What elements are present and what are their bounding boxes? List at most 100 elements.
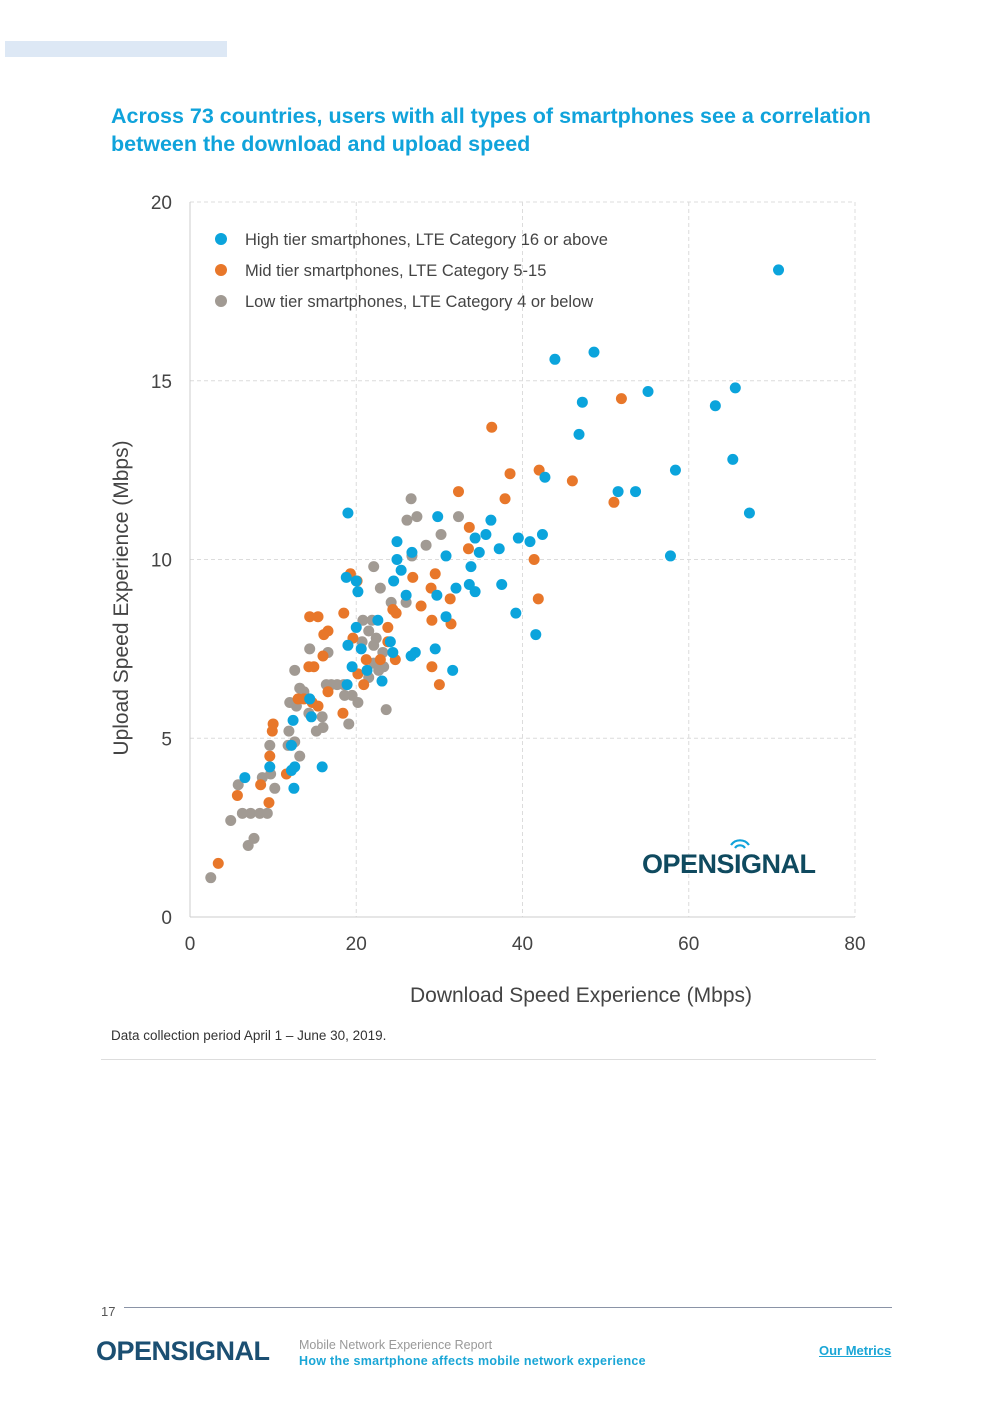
data-point: [352, 697, 364, 708]
data-point: [339, 689, 351, 701]
legend-marker: [215, 264, 227, 276]
data-point: [407, 571, 419, 583]
data-point: [486, 421, 498, 433]
data-point: [391, 554, 403, 565]
data-point: [447, 664, 459, 676]
data-point: [462, 543, 474, 555]
data-point: [405, 493, 417, 505]
y-tick-label: 10: [151, 551, 172, 572]
page-number: 17: [101, 1304, 116, 1319]
wifi-icon: [730, 839, 750, 849]
data-point: [608, 496, 620, 508]
footer-logo: OPENSIGNAL: [96, 1336, 270, 1366]
data-point: [664, 550, 676, 562]
data-point: [360, 654, 372, 666]
data-point: [346, 661, 358, 673]
x-tick-label: 20: [346, 934, 367, 955]
data-point: [485, 514, 497, 526]
divider: [101, 1059, 876, 1060]
data-point: [530, 629, 542, 641]
legend-marker: [215, 233, 227, 245]
data-point: [231, 789, 243, 801]
legend-label: Low tier smartphones, LTE Category 4 or …: [245, 293, 593, 311]
chart-grid: [189, 201, 856, 918]
data-point: [426, 661, 438, 673]
y-tick-label: 5: [161, 729, 172, 750]
data-point: [566, 475, 578, 487]
data-point: [642, 385, 654, 397]
data-point: [480, 528, 492, 540]
data-point: [352, 586, 364, 598]
data-point: [380, 704, 392, 716]
data-point: [493, 543, 505, 555]
data-point: [263, 797, 275, 809]
data-point: [312, 611, 324, 623]
data-point: [450, 582, 462, 594]
data-point: [440, 550, 452, 562]
data-point: [350, 621, 362, 633]
data-point: [406, 546, 418, 558]
data-point: [264, 739, 276, 751]
data-point: [401, 514, 413, 526]
data-point: [239, 772, 251, 784]
x-tick-label: 40: [512, 934, 533, 955]
data-point: [283, 725, 295, 737]
header-bar: [5, 41, 227, 57]
data-point: [316, 711, 328, 723]
data-point: [504, 468, 516, 480]
data-point: [368, 561, 380, 573]
data-point: [435, 528, 447, 540]
chart-ticks: 0 5 10 15 20 0 20 40 60 80: [151, 193, 866, 955]
data-point: [287, 714, 299, 726]
chart-legend: High tier smartphones, LTE Category 16 o…: [215, 231, 608, 311]
data-point: [420, 539, 432, 551]
data-point: [245, 807, 257, 819]
data-point: [512, 532, 524, 544]
data-point: [363, 625, 375, 637]
data-point: [294, 750, 306, 762]
data-point: [444, 593, 456, 605]
data-point: [612, 486, 624, 498]
data-point: [331, 679, 343, 691]
legend-label: High tier smartphones, LTE Category 16 o…: [245, 231, 608, 249]
data-point: [358, 679, 370, 691]
data-point: [429, 643, 441, 655]
data-point: [305, 711, 317, 723]
data-point: [388, 575, 400, 587]
data-point: [463, 521, 475, 533]
data-point: [212, 857, 224, 869]
legend-label: Mid tier smartphones, LTE Category 5-15: [245, 262, 546, 280]
data-point: [374, 582, 386, 594]
data-point: [496, 579, 508, 591]
y-axis-label: Upload Speed Experience (Mbps): [110, 440, 133, 755]
data-point: [318, 629, 330, 641]
data-point: [288, 782, 300, 794]
data-point: [310, 725, 322, 737]
data-point: [372, 614, 384, 626]
data-point: [304, 611, 316, 623]
data-collection-note: Data collection period April 1 – June 30…: [111, 1028, 387, 1043]
data-point: [342, 639, 354, 651]
our-metrics-link[interactable]: Our Metrics: [819, 1343, 892, 1358]
data-point: [536, 528, 548, 540]
data-point: [432, 511, 444, 523]
data-point: [469, 532, 481, 544]
data-point: [342, 507, 354, 519]
data-point: [387, 646, 399, 658]
data-point: [341, 679, 353, 691]
data-point: [532, 593, 544, 605]
data-point: [573, 428, 585, 440]
data-point: [304, 643, 316, 655]
data-point: [669, 464, 681, 476]
y-tick-label: 15: [151, 372, 172, 393]
data-point: [452, 511, 464, 523]
data-point: [727, 453, 739, 465]
data-point: [576, 396, 588, 408]
data-point: [285, 739, 297, 751]
data-point: [411, 511, 423, 523]
data-point: [284, 697, 296, 708]
page-title: Across 73 countries, users with all type…: [111, 104, 871, 156]
data-point: [338, 607, 350, 619]
data-point: [308, 661, 320, 673]
y-tick-label: 0: [161, 908, 172, 929]
